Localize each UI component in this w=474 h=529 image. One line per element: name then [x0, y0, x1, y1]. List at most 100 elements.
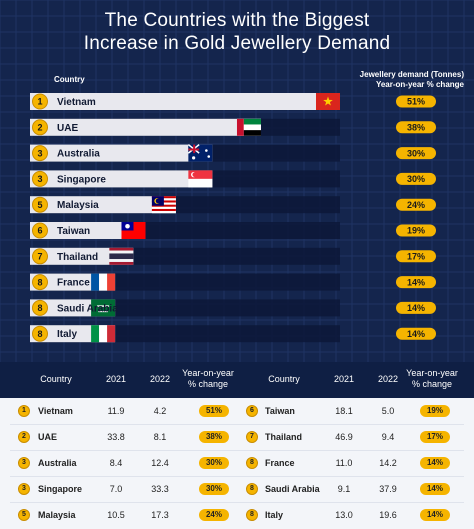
bar-row: 6 Taiwan 19%: [30, 222, 436, 239]
table-row: 8 Italy 13.0 19.6 14%: [0, 502, 474, 528]
yoy-pill: 14%: [420, 483, 450, 495]
data-table: 1 Vietnam 11.9 4.2 51% 2 UAE 33.8 8.1 38…: [0, 398, 474, 529]
table-header-2021-left: 2021: [105, 374, 127, 384]
table-row: 8 Saudi Arabia 9.1 37.9 14%: [0, 476, 474, 502]
yoy-pill: [396, 301, 436, 314]
value-2021: 33.8: [107, 432, 125, 442]
table-header-country-right: Country: [268, 374, 300, 384]
yoy-label: 17%: [407, 252, 425, 262]
value-2022: 19.6: [379, 510, 397, 520]
flag-stripe: [243, 130, 261, 136]
yoy-pill: [396, 250, 436, 263]
yoy-label: 38%: [407, 123, 425, 133]
flag-stripe: [109, 261, 134, 265]
value-2022: 4.2: [153, 406, 167, 416]
rank-badge: [32, 170, 48, 187]
rank-badge: [32, 119, 48, 136]
yoy-pill: [396, 327, 436, 340]
table-header-2022-left: 2022: [149, 374, 171, 384]
table-header-yoy-right: Year-on-year: [406, 368, 458, 378]
value-2021: 11.9: [107, 406, 125, 416]
france-flag: [91, 273, 100, 291]
yoy-pill: [396, 147, 436, 160]
chart-title-line1: The Countries with the Biggest: [104, 10, 370, 31]
flag-stripe: [107, 325, 116, 343]
value-2022: 12.4: [151, 458, 169, 468]
value-2021: 7.0: [109, 484, 123, 494]
yoy-pill: 14%: [420, 457, 450, 469]
rank-badge: 2: [18, 431, 30, 443]
flag-sun: [125, 223, 130, 229]
yoy-label: 51%: [407, 97, 425, 107]
value-2021: 13.0: [335, 510, 353, 520]
bar-row: 8 Italy 14%: [30, 325, 436, 343]
bar-country-label: Malaysia: [57, 200, 99, 211]
row-divider: [10, 424, 464, 425]
bar-country-label: UAE: [57, 123, 78, 134]
rank-label: 8: [37, 303, 42, 313]
column-header-demand: Jewellery demand (Tonnes): [359, 70, 464, 79]
table-row: 3 Singapore 7.0 33.3 30%: [0, 476, 474, 502]
yoy-pill: 24%: [199, 509, 229, 521]
yoy-label: 24%: [407, 200, 425, 210]
value-2021: 11.0: [335, 458, 353, 468]
bar-country-label: Vietnam: [57, 97, 96, 108]
bar-row: 7 Thailand 17%: [30, 247, 436, 265]
rank-badge: [32, 248, 48, 265]
table-header-2022-right: 2022: [377, 374, 399, 384]
rank-label: 3: [37, 174, 42, 184]
bar: [30, 196, 176, 214]
flag-stripe: [99, 273, 108, 291]
flag-stripe: [109, 253, 134, 260]
flag-stripe: [109, 259, 134, 262]
rank-badge: 7: [246, 431, 258, 443]
bar: [30, 247, 134, 265]
bar-country-label: Australia: [57, 149, 100, 160]
flag-stripe: [109, 250, 134, 254]
rank-badge: [32, 299, 48, 316]
table-header-country-left: Country: [40, 374, 72, 384]
flag-script: [97, 305, 110, 307]
yoy-pill: [396, 276, 436, 289]
rank-badge: 8: [246, 509, 258, 521]
yoy-pill: 38%: [199, 431, 229, 443]
country-name: Thailand: [265, 432, 303, 442]
flag-star: [205, 149, 208, 152]
country-name: Singapore: [38, 484, 83, 494]
rank-label: 8: [37, 329, 42, 339]
bar-chart: 1 Vietnam 51% 2 UAE 38% 3 Australia 30% 3 Singapor…: [30, 93, 436, 343]
row-divider: [10, 476, 464, 477]
value-2022: 37.9: [379, 484, 397, 494]
yoy-label: 19%: [407, 226, 425, 236]
singapore-flag: [188, 170, 213, 179]
column-header-yoy: Year-on-year % change: [375, 80, 464, 89]
rank-badge: [32, 93, 48, 110]
country-name: France: [265, 458, 295, 468]
rank-badge: [32, 196, 48, 213]
yoy-pill: [396, 224, 436, 237]
flag-moon: [192, 172, 198, 178]
rank-badge: [32, 325, 48, 342]
table-row: 2 UAE 33.8 8.1 38%: [0, 424, 474, 450]
flag-stripe: [188, 178, 213, 188]
rank-label: 2: [37, 123, 42, 133]
flag-cross: [188, 148, 200, 151]
country-name: Malaysia: [38, 510, 76, 520]
rank-label: 7: [37, 252, 42, 262]
rank-badge: 5: [18, 509, 30, 521]
country-name: Saudi Arabia: [265, 484, 320, 494]
table-row: 8 France 11.0 14.2 14%: [0, 450, 474, 476]
country-name: UAE: [38, 432, 58, 442]
table-row: 7 Thailand 46.9 9.4 17%: [0, 424, 474, 450]
rank-label: 8: [37, 277, 42, 287]
rank-badge: 1: [18, 405, 30, 417]
value-2022: 5.0: [381, 406, 395, 416]
saudi-arabia-flag: [91, 299, 116, 317]
bar-row: 5 Malaysia 24%: [30, 196, 436, 214]
yoy-pill: [396, 198, 436, 211]
flag-moon: [155, 198, 161, 204]
flag-stripe: [243, 118, 261, 125]
rank-label: 3: [37, 148, 42, 158]
country-name: Vietnam: [38, 406, 73, 416]
yoy-pill: [396, 172, 436, 185]
